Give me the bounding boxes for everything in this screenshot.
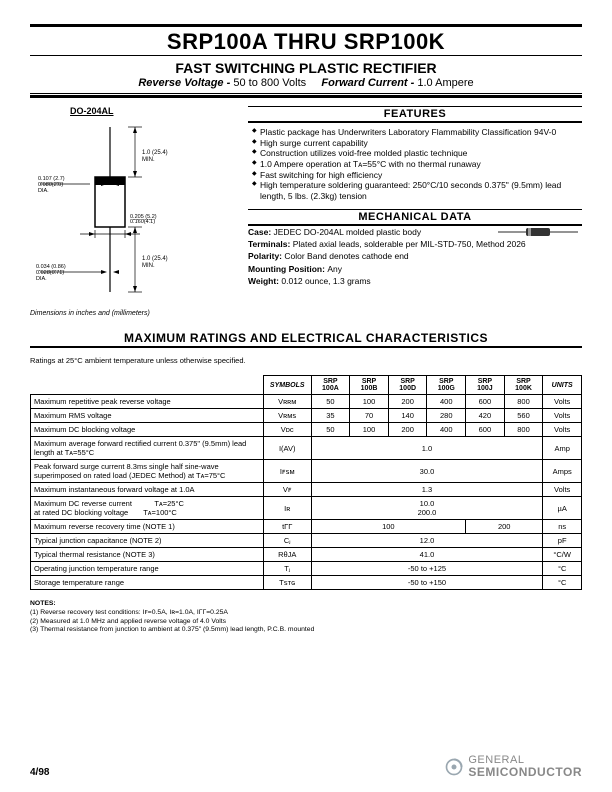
table-row: Maximum instantaneous forward voltage at…: [31, 483, 582, 497]
table-row: Maximum repetitive peak reverse voltageV…: [31, 395, 582, 409]
feature-item: High temperature soldering guaranteed: 2…: [252, 180, 582, 201]
feature-item: Plastic package has Underwriters Laborat…: [252, 127, 582, 138]
mechanical-row: Terminals: Plated axial leads, solderabl…: [248, 239, 582, 250]
table-row: Maximum RMS voltageVʀᴍꜱ3570140280420560V…: [31, 409, 582, 423]
table-row: Maximum DC reverse current Tᴀ=25°C at ra…: [31, 497, 582, 520]
notes-section: NOTES: (1) Reverse recovery test conditi…: [30, 600, 582, 635]
diode-photo-icon: [498, 226, 578, 238]
svg-text:1.0 (25.4): 1.0 (25.4): [142, 256, 168, 262]
table-row: Peak forward surge current 8.3ms single …: [31, 460, 582, 483]
mechanical-section: MECHANICAL DATA Case: JEDEC DO-204AL mol…: [248, 209, 582, 286]
fwd-current-label: Forward Current -: [321, 77, 414, 89]
ratings-condition-note: Ratings at 25°C ambient temperature unle…: [30, 356, 582, 365]
rev-voltage-value: 50 to 800 Volts: [233, 77, 306, 89]
feature-item: High surge current capability: [252, 138, 582, 149]
footer-date: 4/98: [30, 767, 49, 778]
table-header: SRP100A: [311, 376, 350, 395]
table-row: Maximum average forward rectified curren…: [31, 437, 582, 460]
feature-item: 1.0 Ampere operation at Tᴀ=55°C with no …: [252, 159, 582, 170]
mechanical-row: Mounting Position: Any: [248, 264, 582, 275]
table-header: SRP100J: [466, 376, 505, 395]
rev-voltage-label: Reverse Voltage -: [138, 77, 230, 89]
note-item: (1) Reverse recovery test conditions: Iꜰ…: [30, 609, 582, 618]
features-heading: FEATURES: [248, 106, 582, 123]
mechanical-row: Polarity: Color Band denotes cathode end: [248, 251, 582, 262]
title-underline: [30, 55, 582, 56]
logo-icon: [444, 757, 464, 777]
table-header: [31, 376, 264, 395]
svg-text:DIA.: DIA.: [38, 188, 49, 194]
features-section: FEATURES Plastic package has Underwriter…: [248, 106, 582, 201]
package-label: DO-204AL: [70, 106, 230, 116]
mechanical-row: Weight: 0.012 ounce, 1.3 grams: [248, 276, 582, 287]
table-row: Maximum DC blocking voltageVᴅᴄ5010020040…: [31, 423, 582, 437]
table-row: Operating junction temperature rangeTⱼ-5…: [31, 562, 582, 576]
svg-text:DIA.: DIA.: [36, 276, 47, 282]
feature-item: Construction utilizes void-free molded p…: [252, 148, 582, 159]
package-outline-drawing: 1.0 (25.4) MIN. 1.0 (25.4) MIN. 0.205 (5…: [30, 122, 190, 302]
table-header: UNITS: [543, 376, 582, 395]
characteristics-heading: MAXIMUM RATINGS AND ELECTRICAL CHARACTER…: [30, 331, 582, 348]
table-row: Typical junction capacitance (NOTE 2)Cⱼ1…: [31, 534, 582, 548]
note-item: (3) Thermal resistance from junction to …: [30, 626, 582, 635]
subtitle: FAST SWITCHING PLASTIC RECTIFIER: [30, 60, 582, 76]
specline-underline: [30, 93, 582, 94]
heavy-divider: [30, 95, 582, 98]
top-heavy-rule: [30, 24, 582, 27]
page-footer: 4/98 GENERAL SEMICONDUCTOR: [30, 755, 582, 778]
svg-text:0.160(4.1): 0.160(4.1): [130, 219, 155, 225]
fwd-current-value: 1.0 Ampere: [417, 77, 473, 89]
svg-text:MIN.: MIN.: [142, 263, 155, 269]
table-row: Storage temperature rangeTꜱᴛɢ-50 to +150…: [31, 576, 582, 590]
logo-text-bottom: SEMICONDUCTOR: [468, 766, 582, 778]
table-header: SRP100K: [504, 376, 543, 395]
feature-item: Fast switching for high efficiency: [252, 170, 582, 181]
dimension-note: Dimensions in inches and (millimeters): [30, 310, 230, 317]
spec-line: Reverse Voltage - 50 to 800 Volts Forwar…: [30, 77, 582, 89]
company-logo: GENERAL SEMICONDUCTOR: [444, 755, 582, 778]
table-header: SYMBOLS: [263, 376, 311, 395]
notes-heading: NOTES:: [30, 600, 582, 609]
svg-text:MIN.: MIN.: [142, 157, 155, 163]
features-list: Plastic package has Underwriters Laborat…: [248, 127, 582, 201]
table-row: Typical thermal resistance (NOTE 3)RθJA4…: [31, 548, 582, 562]
table-header: SRP100D: [388, 376, 427, 395]
mechanical-heading: MECHANICAL DATA: [248, 209, 582, 226]
svg-text:1.0 (25.4): 1.0 (25.4): [142, 150, 168, 156]
page-title: SRP100A THRU SRP100K: [30, 29, 582, 55]
table-header: SRP100G: [427, 376, 466, 395]
table-row: Maximum reverse recovery time (NOTE 1)tΓ…: [31, 520, 582, 534]
note-item: (2) Measured at 1.0 MHz and applied reve…: [30, 618, 582, 627]
ratings-table: SYMBOLSSRP100ASRP100BSRP100DSRP100GSRP10…: [30, 375, 582, 590]
table-header: SRP100B: [350, 376, 389, 395]
